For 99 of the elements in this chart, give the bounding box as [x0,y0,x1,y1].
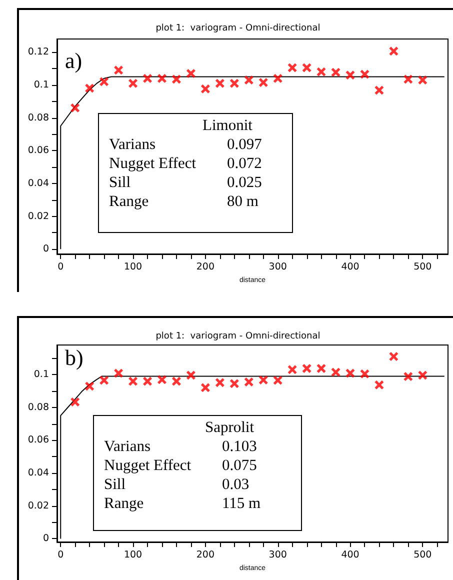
point [346,70,355,80]
y-tick-label: 0.1 [34,369,49,380]
y-tick-label: 0.04 [28,178,49,189]
annotation: Saprolit [204,418,256,437]
point [331,68,340,77]
x-tick-label: 300 [268,262,287,272]
annotation: 0.03 [222,475,250,494]
x-tick-label: 400 [341,550,360,560]
point [200,383,210,392]
y-tick-label: 0 [42,244,49,255]
annotation: Sill [109,173,132,192]
point [128,78,138,88]
point [157,74,166,83]
point [346,368,355,378]
annotation: 0.097 [227,135,262,154]
point [273,74,282,83]
annotation: Limonit [202,116,254,135]
y-tick-label: 0.02 [28,210,49,222]
point [316,364,326,373]
point [172,376,181,386]
point [418,76,428,85]
point [85,382,94,391]
x-tick-label: 100 [124,550,142,560]
line-series [60,76,445,250]
y-tick-label: 0.04 [28,468,49,479]
point [258,375,268,384]
annotation: Varians [109,135,156,154]
y-tick-label: 0.08 [28,112,49,124]
point [230,78,239,88]
x-tick-label: 0 [58,262,64,272]
point [374,380,384,390]
point [186,68,196,78]
point [302,364,312,373]
point [389,46,398,56]
point [360,369,370,378]
annotation: 80 m [227,192,258,211]
point [360,70,370,79]
x-tick-label: 300 [268,550,287,560]
annotation: Range [109,192,150,211]
point [85,84,94,93]
point [100,77,109,86]
annotation: 115 m [222,494,261,513]
x-tick-label: 200 [196,550,215,560]
point [273,376,282,385]
y-tick-label: 0.08 [28,402,49,413]
point [244,76,254,85]
y-tick-label: 0.06 [28,145,49,156]
line-series [60,376,445,540]
annotation: 0.103 [222,437,257,456]
point [70,397,80,406]
point [418,370,428,380]
point [114,66,124,75]
point [230,379,239,388]
point [200,84,210,94]
point [244,377,254,386]
annotation: Nugget Effect [109,154,198,173]
annotation: 0.075 [222,456,257,475]
x-tick-label: 400 [341,262,360,272]
point [404,74,413,84]
chart-title: plot 1: variogram - Omni-directional [156,24,320,34]
annotation: Varians [104,437,152,456]
point [143,74,152,83]
point [331,368,340,377]
point [302,63,312,72]
annotation: 0.025 [227,173,262,192]
annotation: b) [65,345,84,371]
annotation: 0.072 [227,154,262,173]
annotation: Range [104,494,145,513]
point [100,376,109,385]
x-tick-label: 0 [58,550,64,560]
y-tick-label: 0 [42,533,49,544]
annotation: a) [65,48,82,74]
point [143,376,152,386]
chart-title: plot 1: variogram - Omni-directional [156,332,320,342]
x-tick-label: 100 [124,262,142,272]
point [316,67,326,76]
point [172,74,181,84]
point [186,370,196,380]
point [215,378,224,388]
x-tick-label: 500 [414,262,432,272]
x-tick-label: 200 [196,262,215,272]
point [389,352,398,361]
point [288,365,297,374]
x-tick-label: 500 [414,550,432,560]
point [258,78,268,87]
point [288,63,297,72]
point [114,368,124,378]
point [70,103,80,112]
y-tick-label: 0.12 [28,46,49,58]
annotation: Sill [104,475,127,494]
point [374,86,384,95]
point [157,375,166,384]
point [128,376,138,386]
y-tick-label: 0.06 [28,434,49,446]
y-tick-label: 0.02 [28,500,49,512]
point [404,372,413,382]
y-tick-label: 0.1 [34,79,49,90]
annotation: Nugget Effect [104,456,192,475]
point [215,78,224,88]
